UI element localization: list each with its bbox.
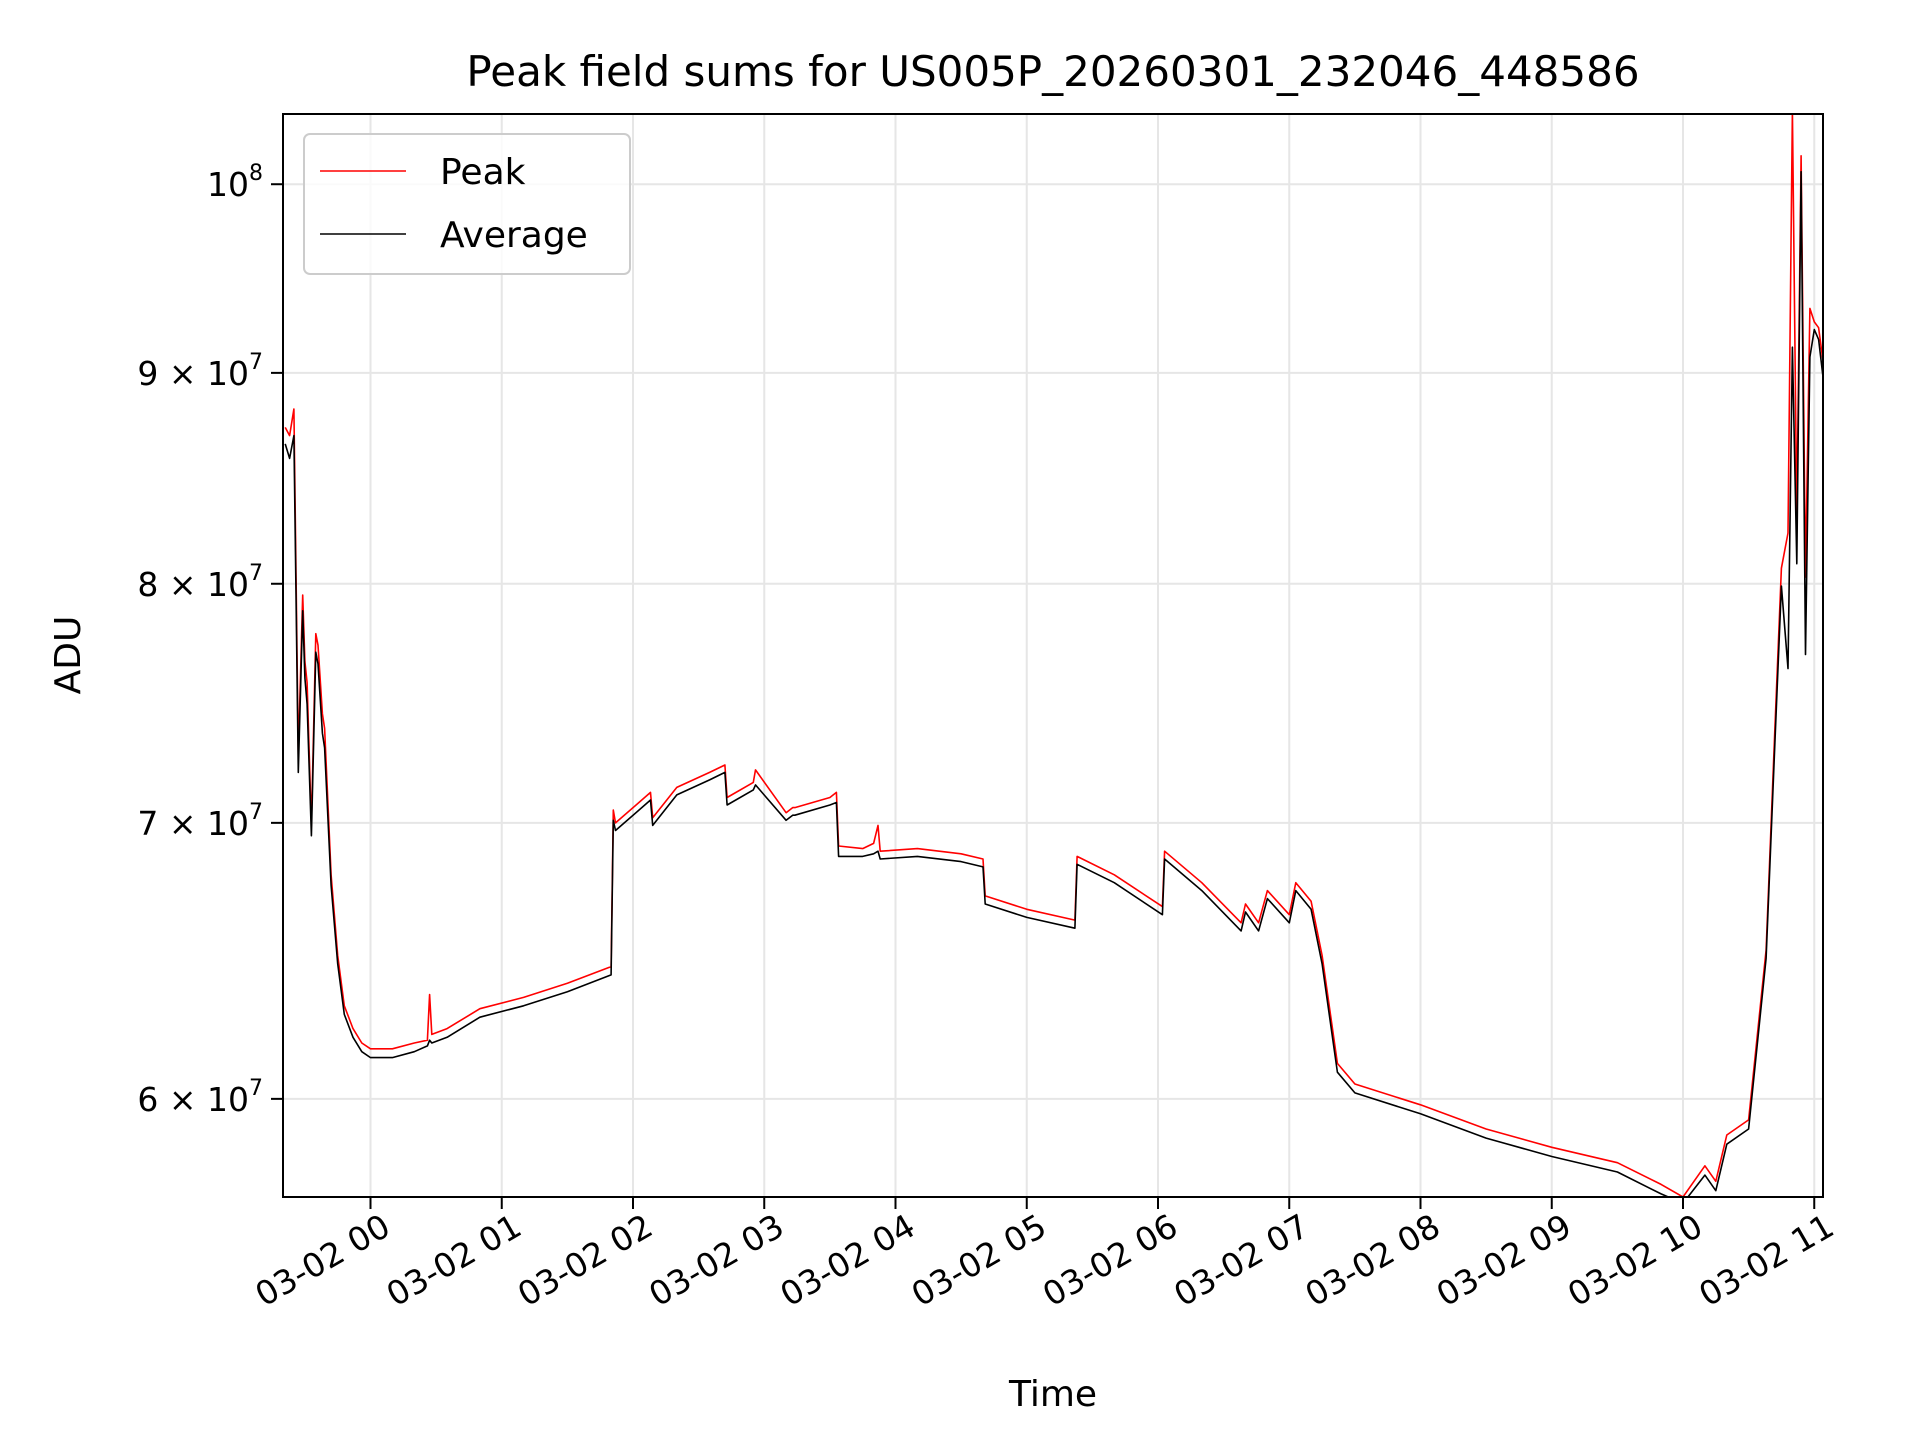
legend-label-average: Average bbox=[440, 215, 588, 256]
y-tick-label: 7 × 107 bbox=[137, 800, 263, 843]
series-layer bbox=[284, 114, 1823, 1197]
y-tick-label: 9 × 107 bbox=[137, 350, 263, 393]
y-tick-mantissa: 8 × 10 bbox=[137, 565, 249, 604]
y-tick-label: 8 × 107 bbox=[137, 561, 263, 604]
y-axis-label: ADU bbox=[48, 616, 89, 695]
y-tick-exponent: 7 bbox=[249, 1076, 263, 1101]
y-tick-label: 108 bbox=[207, 161, 263, 204]
y-tick-label: 6 × 107 bbox=[137, 1076, 263, 1119]
chart-title: Peak field sums for US005P_20260301_2320… bbox=[466, 47, 1639, 96]
legend-label-peak: Peak bbox=[440, 152, 526, 193]
y-tick-mantissa: 7 × 10 bbox=[137, 804, 249, 843]
y-tick-mantissa: 9 × 10 bbox=[137, 354, 249, 393]
series-line-average bbox=[284, 170, 1823, 1197]
plot-frame bbox=[282, 113, 1824, 1198]
y-tick-exponent: 7 bbox=[249, 350, 263, 375]
series-line-peak bbox=[284, 114, 1823, 1197]
legend: Peak Average bbox=[303, 133, 631, 275]
y-tick-exponent: 8 bbox=[249, 161, 263, 186]
grid-layer bbox=[283, 114, 1823, 1197]
legend-box bbox=[303, 133, 631, 275]
y-tick-exponent: 7 bbox=[249, 800, 263, 825]
y-tick-mantissa: 6 × 10 bbox=[137, 1080, 249, 1119]
y-tick-mantissa: 10 bbox=[207, 165, 249, 204]
y-tick-exponent: 7 bbox=[249, 561, 263, 586]
x-axis-label: Time bbox=[1008, 1374, 1097, 1415]
